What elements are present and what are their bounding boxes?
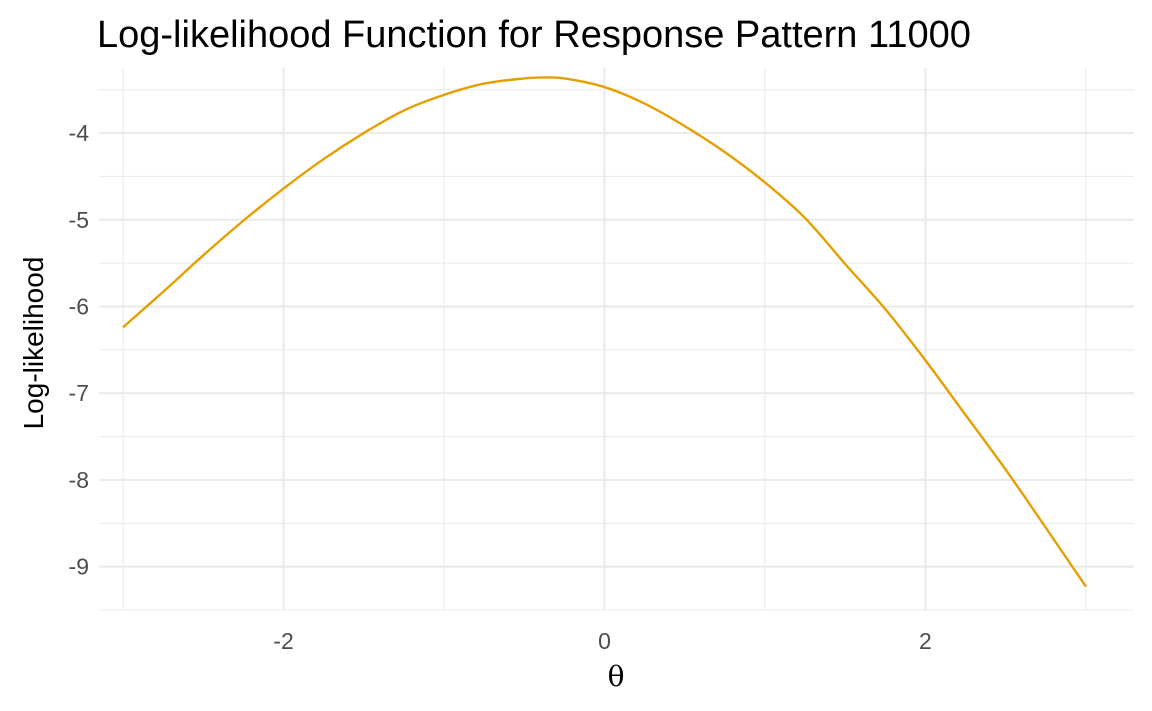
series-line xyxy=(122,76,1087,588)
y-tick-label: -9 xyxy=(69,554,89,580)
x-tick-label: 0 xyxy=(598,628,611,654)
x-tick-label: 2 xyxy=(919,628,932,654)
minor-y-gridlines xyxy=(99,89,1134,611)
y-tick-label: -4 xyxy=(69,120,90,146)
x-tick-labels: -2 0 2 xyxy=(273,628,931,654)
y-tick-label: -5 xyxy=(69,207,89,233)
y-tick-label: -7 xyxy=(69,380,89,406)
y-tick-label: -6 xyxy=(69,293,89,319)
series-layer xyxy=(122,76,1087,588)
x-tick-label: -2 xyxy=(273,628,293,654)
chart-title: Log-likelihood Function for Response Pat… xyxy=(97,14,971,56)
y-axis-title: Log-likelihood xyxy=(18,257,49,430)
major-x-gridlines xyxy=(282,68,927,610)
minor-x-gridlines xyxy=(122,68,1087,610)
y-tick-label: -8 xyxy=(69,467,89,493)
major-y-gridlines xyxy=(99,131,1134,568)
x-axis-title: θ xyxy=(608,660,625,693)
y-tick-labels: -9 -8 -7 -6 -5 -4 xyxy=(69,120,90,580)
